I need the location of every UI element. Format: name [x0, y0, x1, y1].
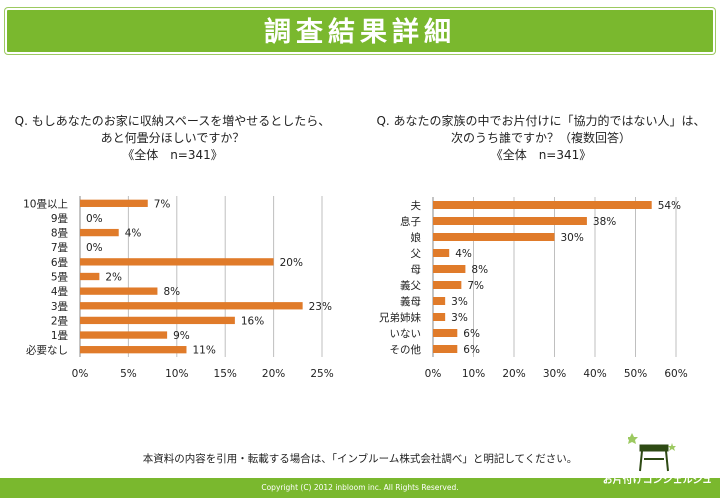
- chart2-category-label: 娘: [411, 231, 422, 244]
- chart1-data-label: 0%: [86, 242, 103, 254]
- chart1-data-label: 7%: [154, 198, 171, 210]
- chart1-data-label: 16%: [241, 315, 264, 327]
- chart1-category-label: 8畳: [51, 228, 69, 240]
- chart1-tick-label: 15%: [214, 368, 237, 380]
- chart1-category-label: 1畳: [51, 330, 69, 342]
- chart2-tick-label: 0%: [425, 368, 442, 380]
- chart2-bar: [433, 281, 462, 289]
- chart2-bar: [433, 297, 446, 305]
- chart1-bar: [80, 272, 100, 281]
- chart1-data-label: 11%: [192, 345, 215, 357]
- chart2-bar: [433, 233, 555, 241]
- chart1-category-label: 必要なし: [26, 344, 68, 357]
- copyright-text: Copyright (C) 2012 inbloom inc. All Righ…: [261, 483, 459, 492]
- chart2-data-label: 30%: [561, 232, 584, 244]
- chart2-category-label: 義母: [400, 295, 421, 308]
- citation-note: 本資料の内容を引用・転載する場合は、「インブルーム株式会社調べ」と明記してくださ…: [142, 453, 578, 465]
- chart2-category-label: 父: [411, 248, 422, 260]
- chart2-data-label: 38%: [593, 216, 616, 228]
- page-title: 調査結果詳細: [264, 17, 456, 48]
- chart1-category-label: 3畳: [51, 301, 69, 313]
- chart1-data-label: 8%: [163, 286, 180, 298]
- chart1-category-label: 7畳: [51, 242, 69, 254]
- chart1-bar: [80, 258, 274, 266]
- chart2-data-label: 3%: [451, 312, 468, 324]
- chart1-category-label: 4畳: [51, 286, 69, 298]
- chart1-category-label: 9畳: [51, 213, 69, 225]
- chart1-bar: [80, 316, 235, 325]
- chart1-tick-label: 0%: [72, 368, 89, 380]
- chair-logo-icon: [628, 418, 676, 472]
- chart2-data-label: 6%: [463, 344, 480, 356]
- chart1-data-label: 20%: [280, 257, 303, 269]
- chart1-title-line2: あと何畳分ほしいですか？: [100, 131, 245, 145]
- chart1-data-label: 9%: [173, 330, 190, 342]
- chart2-data-label: 6%: [463, 328, 480, 340]
- chart2-title-line2: 次のうち誰ですか？（複数回答）: [450, 131, 631, 145]
- chart2-bar: [433, 329, 458, 337]
- chart2-tick-label: 10%: [462, 368, 485, 380]
- chart2-data-label: 54%: [658, 200, 681, 212]
- chart2-data-label: 8%: [471, 264, 488, 276]
- chart2-bar: [433, 201, 652, 209]
- chart2-bar: [433, 217, 587, 225]
- chart1-tick-label: 5%: [120, 368, 137, 380]
- chart2-bar: [433, 249, 450, 257]
- chart2-category-label: 義父: [400, 279, 421, 292]
- chart2-category-label: 兄弟姉妹: [379, 311, 421, 324]
- chart2-data-label: 4%: [455, 248, 472, 260]
- chart2-category-label: 夫: [411, 200, 422, 212]
- chart2-tick-label: 20%: [502, 368, 525, 380]
- chart1-bar: [80, 302, 303, 310]
- chart1-category-label: 10畳以上: [23, 198, 68, 210]
- chart2-tick-label: 60%: [664, 368, 687, 380]
- chart2-bar: [433, 345, 458, 353]
- chart1-title: Q. もしあなたのお家に収納スペースを増やせるとしたら、 あと何畳分ほしいですか…: [0, 113, 345, 164]
- chart2-title-line3: 《全体 n=341》: [490, 148, 592, 162]
- chart2-title: Q. あなたの家族の中でお片付けに「協力的ではない人」は、 次のうち誰ですか？（…: [362, 113, 720, 164]
- chart2-data-label: 7%: [467, 280, 484, 292]
- chart1-title-line3: 《全体 n=341》: [122, 148, 223, 162]
- chart1-bar: [80, 228, 119, 237]
- chart2-category-label: その他: [390, 343, 422, 356]
- chart1-bar: [80, 287, 158, 295]
- chart1-bar: [80, 346, 187, 354]
- chart2-category-label: いない: [390, 328, 422, 340]
- chart2-title-line1: Q. あなたの家族の中でお片付けに「協力的ではない人」は、: [376, 114, 706, 128]
- chart1-category-label: 5畳: [51, 272, 69, 284]
- chart2-category-label: 息子: [400, 215, 421, 228]
- chart2-tick-label: 30%: [543, 368, 566, 380]
- chart1-bar: [80, 331, 168, 339]
- chart1-title-line1: Q. もしあなたのお家に収納スペースを増やせるとしたら、: [14, 114, 331, 128]
- chart1-bar: [80, 199, 148, 207]
- chart2-bar: [433, 313, 446, 321]
- header-bar: 調査結果詳細: [5, 8, 715, 54]
- chart1-category-label: 2畳: [51, 315, 69, 327]
- chart2-tick-label: 40%: [583, 368, 606, 380]
- chart1-category-label: 6畳: [51, 257, 69, 269]
- footer-bar: Copyright (C) 2012 inbloom inc. All Righ…: [0, 478, 720, 498]
- chart2-tick-label: 50%: [624, 368, 647, 380]
- chart2-data-label: 3%: [451, 296, 468, 308]
- brand-logo-text: お片付けコンシェルジュ: [602, 475, 712, 486]
- header-banner: 調査結果詳細: [0, 0, 720, 62]
- chart2-bar: [433, 265, 466, 273]
- chart1-data-label: 23%: [309, 301, 332, 313]
- chart1-tick-label: 10%: [165, 368, 188, 380]
- chart1-tick-label: 25%: [310, 368, 333, 380]
- chart1-data-label: 2%: [105, 272, 122, 284]
- chart1-data-label: 0%: [86, 213, 103, 225]
- chart2-category-label: 母: [411, 264, 422, 276]
- chart1-data-label: 4%: [125, 228, 142, 240]
- chart1-tick-label: 20%: [262, 368, 285, 380]
